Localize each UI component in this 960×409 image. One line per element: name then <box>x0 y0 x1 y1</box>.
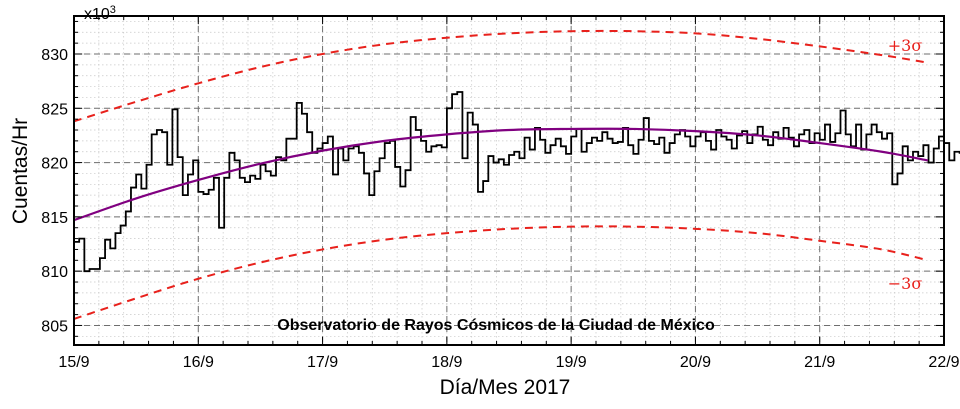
y-tick-label: 820 <box>41 156 68 173</box>
plus-3-sigma-line <box>73 29 929 123</box>
minus-3-sigma-line <box>73 225 929 320</box>
y-tick-label: 825 <box>41 101 68 118</box>
y-tick-label: 805 <box>41 318 68 335</box>
x-tick-label: 15/9 <box>58 354 89 371</box>
y-tick-label: 810 <box>41 264 68 281</box>
x-tick-label: 19/9 <box>556 354 587 371</box>
y-multiplier: x103 <box>84 4 116 23</box>
minus-3-sigma-label: −3σ <box>888 274 923 293</box>
x-axis-title: Día/Mes 2017 <box>440 376 571 399</box>
fit-curve <box>73 127 929 222</box>
series-layer <box>73 29 960 320</box>
x-tick-label: 16/9 <box>183 354 214 371</box>
x-tick-label: 21/9 <box>804 354 835 371</box>
y-axis-title: Cuentas/Hr <box>9 118 32 224</box>
x-tick-label: 22/9 <box>928 354 959 371</box>
x-tick-label: 20/9 <box>680 354 711 371</box>
x-tick-label: 18/9 <box>431 354 462 371</box>
plus-3-sigma-label: +3σ <box>888 36 923 55</box>
counts-step-line <box>74 91 960 273</box>
x-tick-label: 17/9 <box>307 354 338 371</box>
chart-title: Observatorio de Rayos Cósmicos de la Ciu… <box>277 317 715 334</box>
plot-frame <box>73 15 945 346</box>
ticks: 15/9 16/9 17/9 18/9 19/9 20/9 21/9 22/9 805 810 81… <box>41 16 960 371</box>
y-tick-label: 830 <box>41 47 68 64</box>
y-tick-label: 815 <box>41 210 68 227</box>
